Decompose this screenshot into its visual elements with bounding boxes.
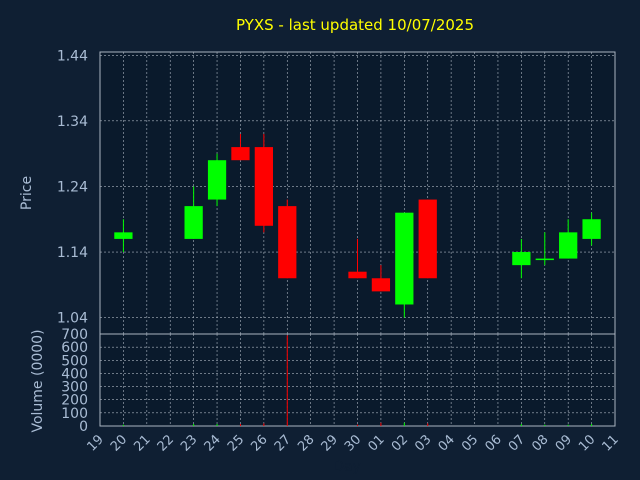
x-tick-label: 25: [225, 432, 247, 454]
x-tick-label: 30: [342, 432, 364, 454]
volume-tick-label: 0: [79, 419, 88, 435]
price-panel: 1.44 1.34 1.24 1.14 1.04 Price: [19, 48, 616, 335]
candle-body: [278, 206, 297, 279]
candle-body: [395, 212, 414, 305]
candles: [114, 133, 601, 318]
x-tick-label: 26: [248, 432, 270, 454]
volume-axis-label: Volume (0000): [30, 329, 46, 432]
x-tick-label: 02: [389, 432, 411, 454]
x-tick-labels: 19 20 21 22 23 24 25 26 27 28 29 30 01 02 03 04 05 06 07 08…: [85, 432, 622, 454]
price-tick-label: 1.04: [57, 311, 88, 327]
volume-tick-label: 100: [61, 406, 88, 422]
candle-body: [512, 252, 531, 266]
candle-body: [207, 160, 227, 200]
candle-body: [184, 206, 203, 239]
x-tick-label: 05: [459, 432, 481, 454]
x-axis-label: Day: [333, 459, 361, 475]
x-tick-label: 04: [436, 432, 458, 454]
candle-body: [231, 147, 250, 161]
price-grid: [99, 52, 616, 334]
x-tick-label: 09: [553, 432, 575, 454]
candle-body: [559, 232, 578, 259]
x-tick-label: 03: [412, 432, 434, 454]
volume-tick-label: 600: [61, 340, 88, 356]
candle-body: [535, 258, 554, 261]
volume-tick-label: 400: [61, 366, 88, 382]
price-axis-label: Price: [19, 176, 35, 210]
volume-tick-label: 700: [61, 327, 88, 343]
x-tick-label: 08: [529, 432, 551, 454]
volume-tick-label: 300: [61, 380, 88, 396]
x-tick-label: 22: [155, 432, 177, 454]
x-tick-label: 24: [202, 432, 224, 454]
candle-body: [582, 219, 601, 239]
price-tick-label: 1.14: [57, 245, 88, 261]
price-tick-labels: 1.44 1.34 1.24 1.14 1.04: [57, 48, 88, 326]
x-tick-label: 10: [576, 432, 598, 454]
candle-body: [254, 147, 273, 226]
price-tick-label: 1.24: [57, 179, 88, 195]
x-tick-label: 23: [178, 432, 200, 454]
x-tick-label: 11: [600, 432, 622, 454]
volume-bars: [122, 335, 593, 426]
x-tick-label: 27: [272, 432, 294, 454]
candle-body: [348, 271, 367, 279]
x-tick-label: 28: [295, 432, 317, 454]
x-tick-label: 20: [108, 432, 130, 454]
price-tick-label: 1.44: [57, 48, 88, 64]
candle-body: [418, 199, 437, 279]
x-tick-label: 06: [482, 432, 504, 454]
price-tick-label: 1.34: [57, 114, 88, 130]
x-tick-label: 19: [85, 432, 107, 454]
volume-tick-label: 500: [61, 353, 88, 369]
candle-body: [371, 278, 391, 292]
x-tick-label: 29: [319, 432, 341, 454]
volume-tick-label: 200: [61, 393, 88, 409]
chart-title: PYXS - last updated 10/07/2025: [236, 16, 474, 34]
x-tick-label: 21: [131, 432, 153, 454]
x-tick-label: 01: [365, 432, 387, 454]
candle-body: [114, 232, 133, 239]
x-tick-label: 07: [506, 432, 528, 454]
